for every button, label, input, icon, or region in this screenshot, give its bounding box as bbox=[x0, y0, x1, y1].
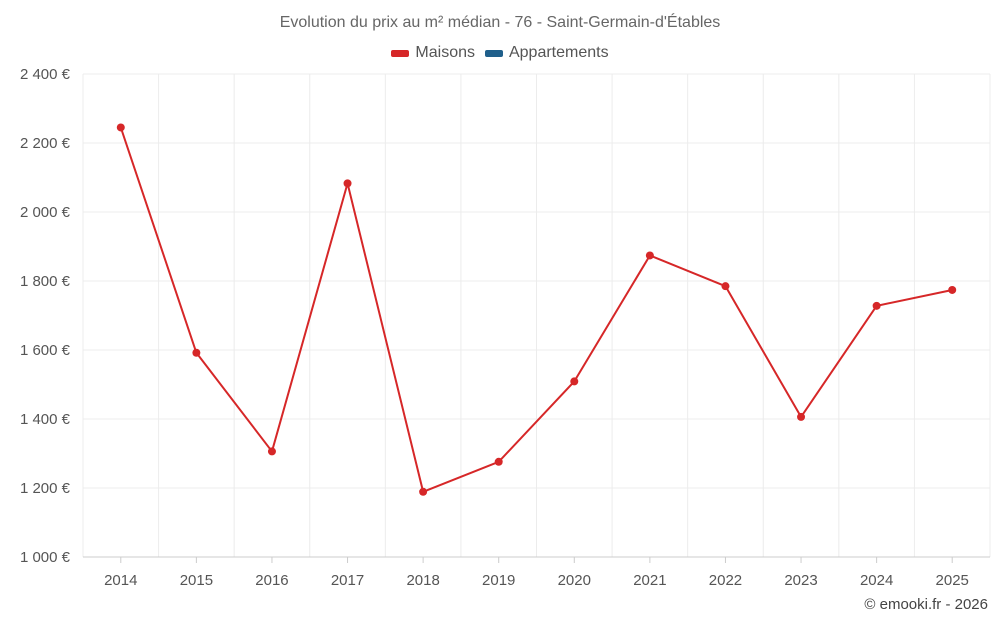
data-point bbox=[872, 301, 881, 310]
x-tick-label: 2021 bbox=[633, 572, 666, 589]
data-point bbox=[419, 487, 428, 496]
legend-item-maisons[interactable]: Maisons bbox=[391, 44, 475, 62]
y-tick-label: 1 400 € bbox=[20, 411, 71, 428]
data-point bbox=[343, 179, 352, 188]
x-tick-label: 2016 bbox=[255, 572, 288, 589]
data-point bbox=[721, 282, 730, 291]
legend-label-maisons: Maisons bbox=[415, 44, 475, 61]
x-tick-label: 2018 bbox=[406, 572, 439, 589]
data-point bbox=[948, 285, 957, 294]
series-line-maisons bbox=[119, 127, 953, 493]
x-tick-label: 2019 bbox=[482, 572, 515, 589]
data-point bbox=[570, 377, 579, 386]
y-tick-label: 1 000 € bbox=[20, 549, 71, 566]
chart-title: Evolution du prix au m² médian - 76 - Sa… bbox=[279, 14, 721, 31]
data-point bbox=[192, 348, 201, 357]
legend: Maisons Appartements bbox=[0, 44, 1000, 62]
legend-label-appartements: Appartements bbox=[508, 44, 609, 61]
y-tick-label: 1 600 € bbox=[20, 342, 71, 359]
legend-swatch-appartements bbox=[484, 49, 503, 57]
x-tick-label: 2023 bbox=[784, 572, 817, 589]
y-tick-label: 1 200 € bbox=[20, 480, 71, 497]
x-tick-label: 2014 bbox=[104, 572, 137, 589]
x-tick-label: 2020 bbox=[558, 572, 591, 589]
x-tick-label: 2015 bbox=[180, 572, 213, 589]
x-tick-label: 2022 bbox=[709, 572, 742, 589]
y-tick-label: 1 800 € bbox=[20, 273, 71, 290]
x-tick-label: 2025 bbox=[936, 572, 969, 589]
legend-item-appartements[interactable]: Appartements bbox=[484, 44, 609, 62]
data-point bbox=[797, 412, 806, 421]
data-point bbox=[645, 251, 654, 260]
data-point bbox=[116, 123, 125, 132]
y-tick-label: 2 200 € bbox=[20, 135, 71, 152]
legend-swatch-maisons bbox=[391, 49, 410, 57]
data-point bbox=[267, 447, 276, 456]
y-tick-label: 2 400 € bbox=[20, 66, 71, 83]
credit-text: © emooki.fr - 2026 bbox=[864, 596, 988, 613]
x-tick-label: 2024 bbox=[860, 572, 893, 589]
x-tick-label: 2017 bbox=[331, 572, 364, 589]
data-point bbox=[494, 457, 503, 466]
y-tick-label: 2 000 € bbox=[20, 204, 71, 221]
